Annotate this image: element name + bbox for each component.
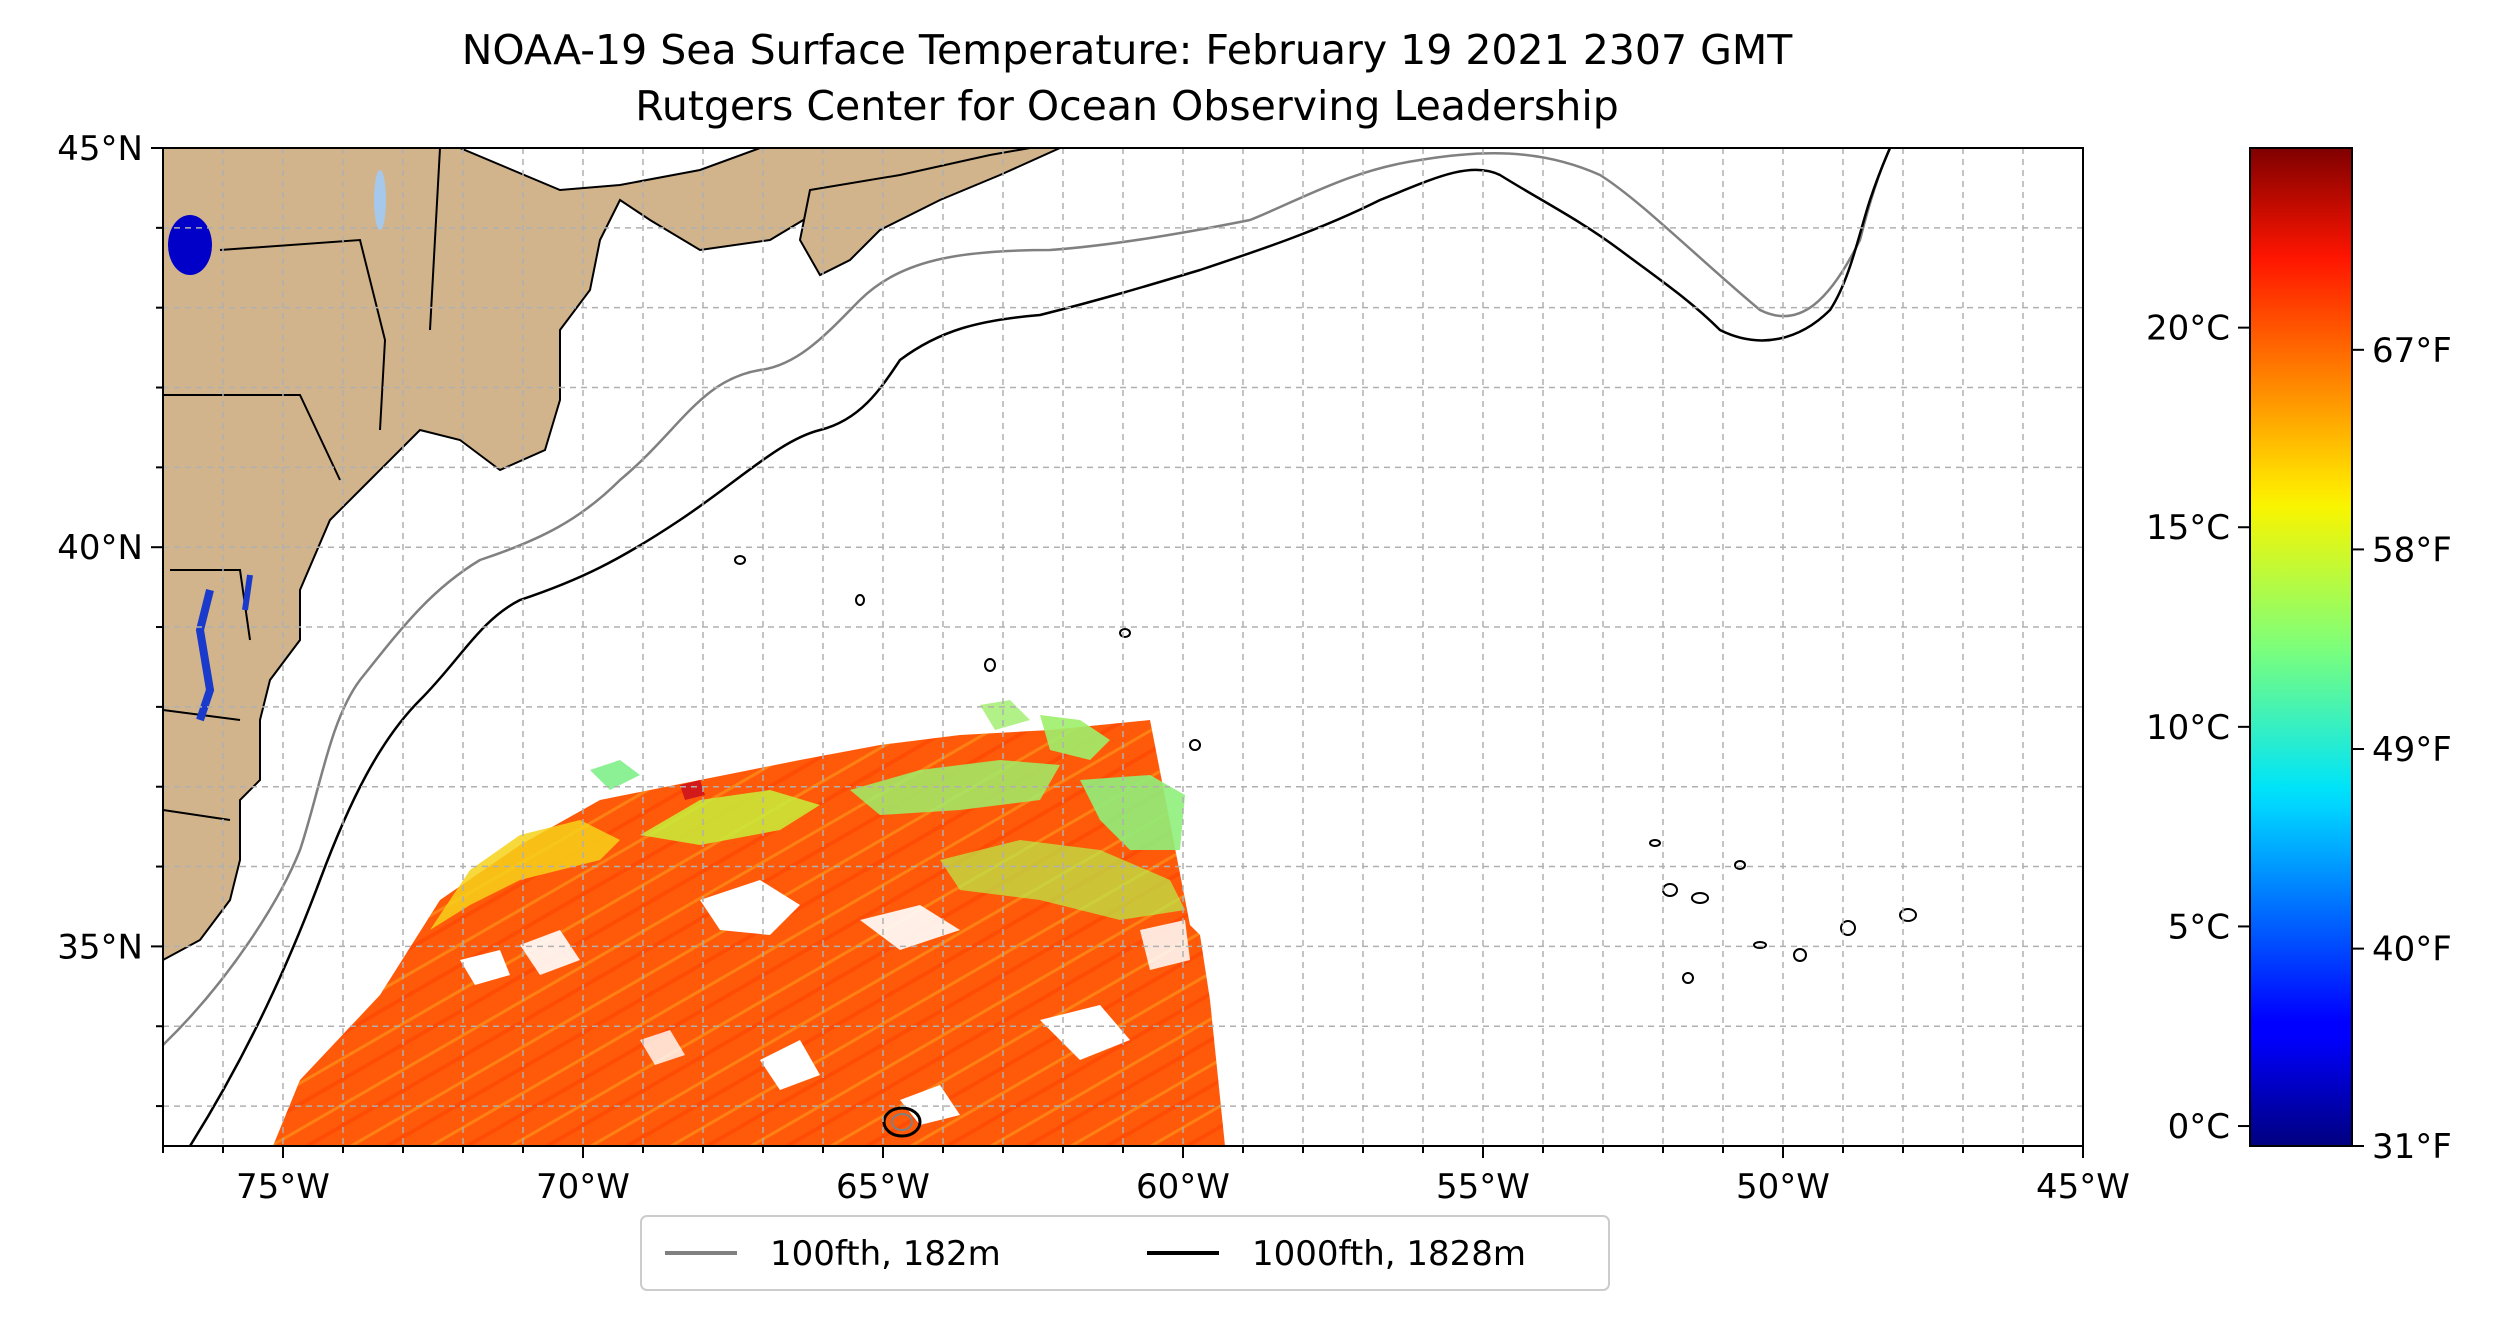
lon-tick-label: 55°W [1436, 1167, 1530, 1207]
colorbar-fahrenheit-label: 67°F [2372, 331, 2452, 371]
lat-tick-label: 45°N [57, 129, 143, 169]
contour-1000fth [188, 148, 1892, 1146]
nova-scotia-land [798, 148, 1061, 277]
colorbar: 0°C 5°C 10°C 15°C 20°C 31°F 40°F 49°F 58°F 67°F [2146, 147, 2452, 1167]
lon-tick-label: 60°W [1136, 1167, 1230, 1207]
colorbar-fahrenheit-ticks: 31°F 40°F 49°F 58°F 67°F [2352, 331, 2452, 1167]
contour-100fth [163, 148, 1892, 1046]
lake-ontario [168, 215, 212, 275]
legend-box [640, 1215, 1610, 1291]
longitude-axis: 75°W 70°W 65°W 60°W 55°W 50°W 45°W [162, 1146, 2130, 1207]
land-layer [163, 148, 1061, 962]
lon-tick-label: 45°W [2036, 1167, 2130, 1207]
colorbar-fahrenheit-label: 49°F [2372, 730, 2452, 770]
legend: 100fth, 182m 1000fth, 1828m [640, 1215, 1610, 1291]
sst-data-layer [273, 700, 1225, 1146]
lon-tick-label: 75°W [236, 1167, 330, 1207]
colorbar-gradient [2249, 147, 2353, 1147]
lon-tick-label: 50°W [1736, 1167, 1830, 1207]
lat-tick-label: 35°N [57, 927, 143, 967]
map-area [163, 148, 2083, 1146]
colorbar-celsius-ticks: 0°C 5°C 10°C 15°C 20°C [2146, 309, 2250, 1147]
colorbar-celsius-label: 10°C [2146, 708, 2230, 748]
latitude-axis: 35°N 40°N 45°N [57, 129, 163, 1108]
map-title: NOAA-19 Sea Surface Temperature: Februar… [461, 26, 1793, 74]
colorbar-celsius-label: 5°C [2168, 907, 2230, 947]
colorbar-fahrenheit-label: 58°F [2372, 530, 2452, 570]
colorbar-fahrenheit-label: 31°F [2372, 1127, 2452, 1167]
lon-tick-label: 70°W [536, 1167, 630, 1207]
bathymetry-contours [163, 148, 1917, 1146]
lat-tick-label: 40°N [57, 528, 143, 568]
colorbar-celsius-label: 0°C [2168, 1107, 2230, 1147]
colorbar-fahrenheit-label: 40°F [2372, 930, 2452, 970]
legend-label-100fth: 100fth, 182m [770, 1234, 1001, 1274]
colorbar-celsius-label: 20°C [2146, 309, 2230, 349]
legend-label-1000fth: 1000fth, 1828m [1252, 1234, 1526, 1274]
map-subtitle: Rutgers Center for Ocean Observing Leade… [635, 82, 1619, 130]
lon-tick-label: 65°W [836, 1167, 930, 1207]
graticule [163, 148, 2083, 1146]
colorbar-celsius-label: 15°C [2146, 508, 2230, 548]
